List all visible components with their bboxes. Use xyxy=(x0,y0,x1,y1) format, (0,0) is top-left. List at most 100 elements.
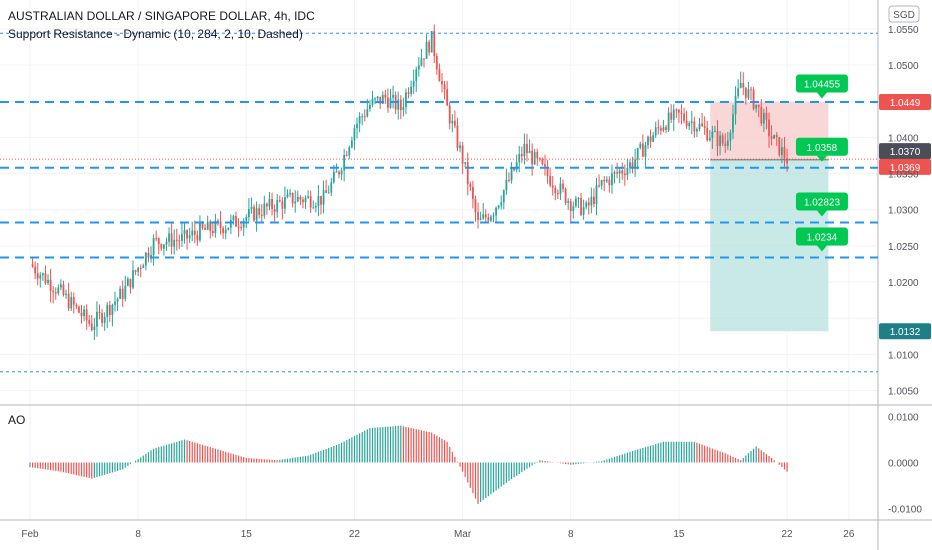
support-resistance-levels: 1.04455 1.0358 1.02823 1.0234 xyxy=(0,32,878,373)
candle-body xyxy=(683,113,685,121)
time-tick-label: 15 xyxy=(673,529,685,540)
candle-body xyxy=(222,228,225,234)
candle-body xyxy=(44,273,47,284)
candle-body xyxy=(309,196,312,208)
candle-body xyxy=(245,217,248,221)
candle-body xyxy=(572,206,575,212)
candle-body xyxy=(415,69,418,81)
ao-tick-label: 0.0100 xyxy=(888,413,919,424)
candle-body xyxy=(618,170,621,174)
candle-body xyxy=(531,150,534,165)
price-axis-tag xyxy=(879,143,931,160)
candle-body xyxy=(484,214,487,218)
candle-body xyxy=(78,306,80,313)
candle-body xyxy=(381,94,384,104)
candle-body xyxy=(479,218,482,220)
candle-body xyxy=(206,221,209,230)
candle-body xyxy=(273,208,276,212)
candle-body xyxy=(739,83,742,89)
price-tick-label: 1.0500 xyxy=(888,61,919,72)
candle-body xyxy=(232,216,235,221)
price-axis-tag-label: 1.0370 xyxy=(890,147,921,158)
candle-body xyxy=(376,96,379,99)
candle-body xyxy=(255,208,258,221)
price-tick-label: 1.0300 xyxy=(888,206,919,217)
candle-body xyxy=(335,171,338,173)
candle-body xyxy=(781,147,783,156)
candle-body xyxy=(62,284,65,295)
price-tick-label: 1.0200 xyxy=(888,278,919,289)
candle-body xyxy=(121,288,124,299)
candle-body xyxy=(31,263,34,267)
candle-body xyxy=(654,127,657,136)
candle-body xyxy=(150,255,152,258)
candle-body xyxy=(57,287,60,294)
ao-tick-label: 0.0000 xyxy=(888,459,919,470)
candle-body xyxy=(629,162,631,169)
candle-body xyxy=(526,143,528,154)
candle-body xyxy=(443,84,446,90)
candle-body xyxy=(124,285,127,299)
candle-body xyxy=(631,162,634,169)
candle-body xyxy=(438,69,441,82)
candle-body xyxy=(441,81,443,85)
candle-body xyxy=(783,147,786,159)
candle-body xyxy=(366,109,369,117)
candle-body xyxy=(778,137,781,156)
candle-body xyxy=(672,109,675,120)
candle-body xyxy=(237,226,240,228)
candle-body xyxy=(137,267,140,272)
candle-body xyxy=(327,192,330,194)
candle-body xyxy=(36,273,39,279)
candle-body xyxy=(70,297,73,309)
candle-body xyxy=(760,106,763,124)
candle-body xyxy=(165,241,168,245)
candle-body xyxy=(698,123,701,130)
candle-body xyxy=(433,31,436,56)
candle-body xyxy=(762,112,765,124)
candle-body xyxy=(613,172,616,174)
candle-body xyxy=(111,304,114,316)
candle-body xyxy=(611,173,613,186)
candle-body xyxy=(358,116,361,124)
candle-body xyxy=(175,239,178,241)
candle-body xyxy=(332,171,335,183)
axes: 1.05501.05001.04491.04001.03701.03691.03… xyxy=(21,25,931,540)
candle-body xyxy=(703,125,706,128)
candle-body xyxy=(199,222,201,241)
candle-body xyxy=(88,320,91,324)
ao-histogram xyxy=(29,425,788,504)
candle-body xyxy=(291,193,294,204)
candle-body xyxy=(577,197,580,199)
candle-body xyxy=(768,119,770,137)
candle-body xyxy=(163,244,165,249)
candle-body xyxy=(513,168,515,171)
price-tick-label: 1.0400 xyxy=(888,133,919,144)
candle-body xyxy=(266,203,268,207)
candle-body xyxy=(567,201,570,204)
candle-body xyxy=(325,190,328,193)
time-tick-label: 15 xyxy=(241,529,253,540)
candle-body xyxy=(708,137,711,141)
candle-body xyxy=(302,199,304,203)
candle-body xyxy=(108,305,111,316)
time-tick-label: 22 xyxy=(781,529,793,540)
take-profit-zone[interactable] xyxy=(710,159,829,332)
candle-body xyxy=(384,94,387,98)
candle-body xyxy=(505,179,508,191)
level-label: 1.04455 xyxy=(804,80,841,91)
candle-body xyxy=(500,202,503,206)
candle-body xyxy=(147,252,150,258)
candle-body xyxy=(732,114,734,133)
candle-body xyxy=(765,112,768,120)
currency-badge[interactable]: SGD xyxy=(888,5,920,23)
candle-body xyxy=(281,201,284,209)
candle-body xyxy=(114,301,116,305)
candle-body xyxy=(343,154,346,171)
candle-body xyxy=(459,145,461,148)
candle-body xyxy=(657,127,660,129)
candle-body xyxy=(98,311,101,314)
candle-body xyxy=(193,230,196,235)
candle-body xyxy=(397,99,400,110)
